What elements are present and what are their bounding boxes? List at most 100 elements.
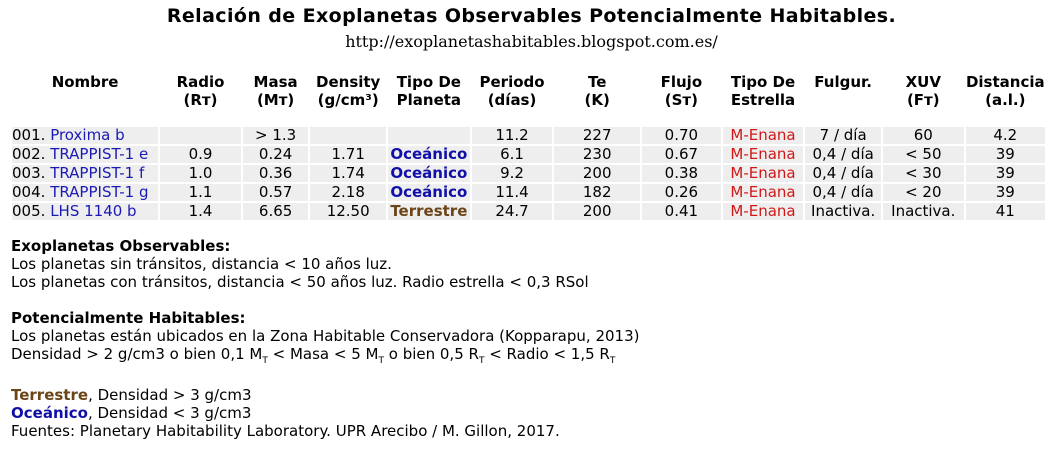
flujo-value: 0.70 [664,126,699,144]
planet-name-cell: 005. LHS 1140 b [12,202,159,220]
fulgur-value: 0,4 / día [812,164,874,182]
density-cell: 12.50 [310,203,386,220]
planet-name-cell: 002. TRAPPIST-1 e [12,145,159,163]
fulgur-value: 0,4 / día [812,145,874,163]
density-value: 1.74 [331,164,365,182]
te-cell: 200 [554,164,641,182]
flujo-cell: 0.70 [642,127,721,144]
observables-heading: Exoplanetas Observables: [11,237,231,255]
planet-link[interactable]: TRAPPIST-1 e [50,145,149,163]
tipo-planeta-cell: Oceánico [387,145,470,163]
distancia-value: 39 [995,145,1015,163]
masa-cell: > 1.3 [242,126,309,144]
tipo-estrella-value: M-Enana [730,164,796,182]
masa-value: 0.36 [258,164,293,182]
masa-cell: 0.57 [242,184,309,201]
te-value: 200 [582,202,612,220]
radio-cell [160,127,241,144]
legend-section: Terrestre, Densidad > 3 g/cm3 Oceánico, … [11,386,560,440]
density-cell: 2.18 [310,184,386,201]
row-number: 002. [12,145,46,163]
masa-value: 6.65 [258,202,293,220]
planet-link[interactable]: Proxima b [50,126,125,144]
col-header-flujo: Flujo (Sт) [660,73,703,109]
habitables-line-1: Los planetas están ubicados en la Zona H… [11,327,640,345]
col-header-density: Density (g/cm³) [316,73,381,109]
xuv-value: < 50 [905,145,942,163]
masa-value: 0.24 [258,145,293,163]
col-header-radio: Radio (Rт) [176,73,225,109]
fulgur-cell: 7 / día [805,127,881,144]
planet-link[interactable]: LHS 1140 b [50,202,137,220]
table-row: 003. TRAPPIST-1 f 1.0 0.36 1.74 Oceánico 9.2 2… [12,165,1045,182]
xuv-cell: 60 [882,127,964,144]
col-header-masa: Masa (Mт) [253,73,298,109]
distancia-value: 39 [995,183,1015,201]
planet-link[interactable]: TRAPPIST-1 g [50,183,149,201]
col-header-tipo-planeta: Tipo De Planeta [396,73,462,109]
legend-oceanico: Oceánico, Densidad < 3 g/cm3 [11,404,252,422]
periodo-value: 6.1 [500,145,524,163]
fulgur-value: 7 / día [819,126,867,144]
distancia-cell: 4.2 [965,127,1045,144]
tipo-estrella-cell: M-Enana [722,126,804,144]
row-number: 004. [12,183,46,201]
tipo-estrella-cell: M-Enana [722,184,804,201]
fulgur-cell: Inactiva. [805,203,881,220]
radio-cell: 1.4 [160,203,241,220]
periodo-value: 11.2 [495,126,529,144]
table-row: 002. TRAPPIST-1 e 0.9 0.24 1.71 Oceánico 6.1 2… [12,146,1045,163]
habitables-section: Potencialmente Habitables: Los planetas … [11,309,640,366]
flujo-cell: 0.41 [642,203,721,220]
tipo-estrella-value: M-Enana [730,202,796,220]
masa-value: > 1.3 [255,126,297,144]
te-value: 227 [582,126,612,144]
page-title: Relación de Exoplanetas Observables Pote… [166,5,897,27]
tipo-planeta-value: Terrestre [390,202,468,220]
legend-terrestre: Terrestre, Densidad > 3 g/cm3 [11,386,252,404]
col-header-distancia: Distancia (a.l.) [965,73,1045,109]
density-cell: 1.71 [310,146,386,163]
exoplanet-table: Nombre Radio (Rт) Masa (Mт) Density (g/cm³)… [10,71,1047,222]
tipo-planeta-value: Oceánico [390,145,468,163]
fulgur-value: Inactiva. [811,202,876,220]
tipo-estrella-value: M-Enana [730,126,796,144]
radio-cell: 1.0 [160,165,241,182]
flujo-cell: 0.26 [642,184,721,201]
density-value: 2.18 [331,183,365,201]
flujo-value: 0.26 [664,183,699,201]
periodo-cell: 9.2 [471,165,553,182]
radio-value: 1.0 [188,164,213,182]
xuv-cell: Inactiva. [882,203,964,220]
te-value: 230 [582,145,612,163]
col-header-periodo: Periodo (días) [479,73,545,109]
tipo-estrella-cell: M-Enana [722,164,804,182]
planet-name-cell: 001. Proxima b [12,126,159,144]
distancia-cell: 39 [965,183,1045,201]
habitables-heading: Potencialmente Habitables: [11,309,246,327]
blog-url[interactable]: http://exoplanetashabitables.blogspot.co… [345,32,718,51]
row-number: 001. [12,126,46,144]
te-cell: 182 [554,183,641,201]
tipo-planeta-cell: Oceánico [387,184,470,201]
xuv-value: < 30 [905,164,942,182]
te-cell: 227 [554,126,641,144]
xuv-cell: < 50 [882,145,964,163]
radio-cell: 0.9 [160,146,241,163]
density-value: 1.71 [331,145,365,163]
planet-name-cell: 004. TRAPPIST-1 g [12,183,159,201]
planet-name-cell: 003. TRAPPIST-1 f [12,164,159,182]
table-row: 005. LHS 1140 b 1.4 6.65 12.50 Terrestre 24.7… [12,203,1045,220]
col-header-te: Te (K) [584,73,610,109]
flujo-cell: 0.38 [642,165,721,182]
te-value: 182 [582,183,612,201]
te-value: 200 [582,164,612,182]
fulgur-cell: 0,4 / día [805,146,881,163]
tipo-estrella-cell: M-Enana [722,146,804,163]
fulgur-value: 0,4 / día [812,183,874,201]
periodo-cell: 6.1 [471,145,553,163]
row-number: 003. [12,164,46,182]
density-cell: 1.74 [310,165,386,182]
planet-link[interactable]: TRAPPIST-1 f [50,164,145,182]
periodo-cell: 11.2 [471,126,553,144]
